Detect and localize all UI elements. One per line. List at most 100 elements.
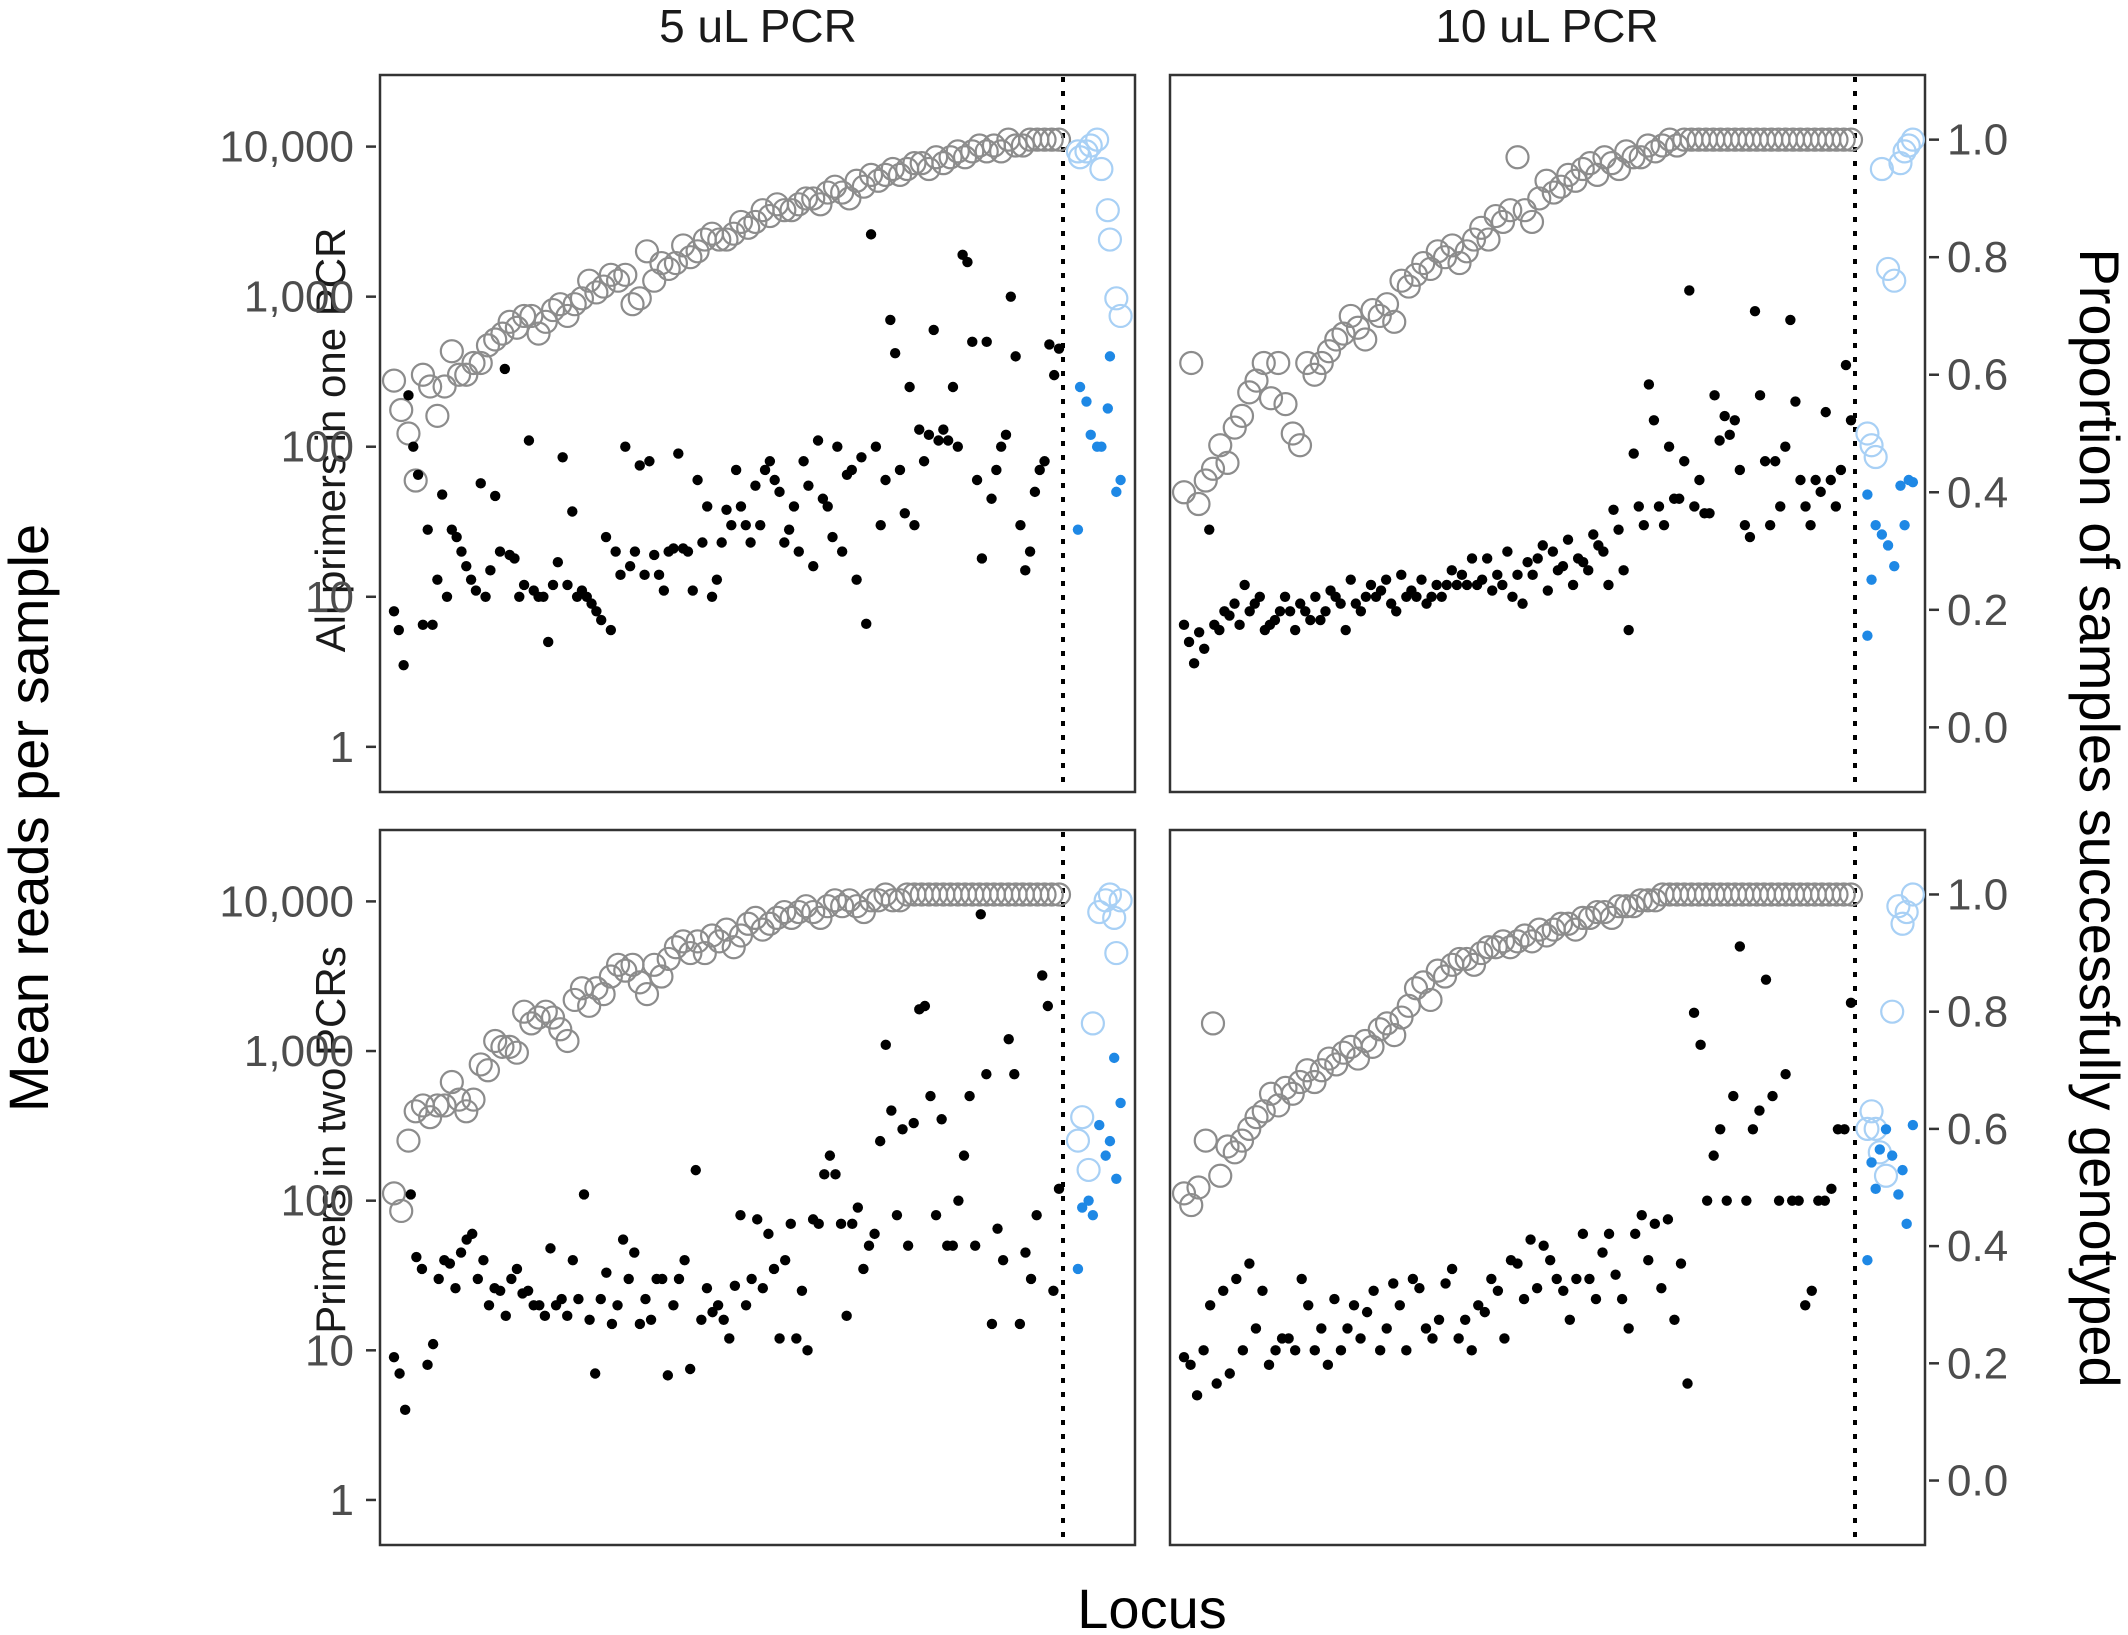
- proportion-point: [475, 1058, 501, 1083]
- y-left-tick-label: 100: [281, 423, 354, 472]
- reads-point: [1295, 598, 1306, 609]
- proportion-point: [895, 156, 920, 182]
- proportion-point: [1490, 209, 1516, 235]
- proportion-point: [1396, 993, 1421, 1018]
- reads-point: [923, 429, 935, 441]
- reads-point: [1289, 1345, 1301, 1356]
- reads-point: [1557, 560, 1569, 572]
- reads-point: [1350, 598, 1362, 609]
- reads-point-extra: [1874, 1144, 1886, 1155]
- reads-point-extra: [1087, 1209, 1099, 1221]
- proportion-point: [1200, 1011, 1226, 1036]
- reads-point: [967, 336, 978, 348]
- reads-point: [511, 1263, 523, 1275]
- reads-point: [1224, 610, 1235, 621]
- proportion-point: [1331, 1040, 1356, 1065]
- reads-point: [1734, 941, 1746, 952]
- proportion-point: [1454, 946, 1479, 972]
- reads-point: [556, 1293, 567, 1305]
- reads-point: [1825, 474, 1836, 486]
- reads-point: [1257, 1285, 1268, 1296]
- reads-point: [403, 390, 414, 401]
- reads-point: [1244, 1258, 1255, 1269]
- reads-point-extra: [1880, 1124, 1892, 1135]
- reads-point: [981, 1069, 992, 1080]
- proportion-point: [562, 292, 587, 317]
- proportion-point: [1527, 186, 1552, 211]
- proportion-point: [613, 262, 638, 287]
- reads-point: [1656, 1283, 1667, 1294]
- reads-point: [783, 524, 795, 535]
- reads-point: [952, 441, 964, 452]
- reads-point: [788, 501, 800, 512]
- panel-1-2: 0.0 0.2 0.4 0.6 0.8 1.0: [1168, 73, 2008, 794]
- proportion-point-extra: [1065, 1128, 1091, 1153]
- proportion-point: [736, 215, 761, 240]
- proportion-point: [1186, 491, 1211, 517]
- proportion-point: [1548, 174, 1574, 199]
- y-left-tick-label: 10: [305, 1326, 354, 1375]
- proportion-point: [1229, 1128, 1255, 1153]
- reads-point: [1335, 598, 1346, 609]
- reads-point: [1029, 486, 1041, 498]
- reads-point: [1178, 619, 1190, 631]
- proportion-point: [1585, 899, 1610, 925]
- reads-point: [1719, 410, 1730, 422]
- reads-point-extra: [1876, 529, 1888, 540]
- proportion-point: [1237, 1116, 1262, 1141]
- proportion-point: [497, 1034, 522, 1059]
- reads-point: [668, 543, 679, 554]
- reads-point-extra: [1862, 630, 1873, 641]
- reads-point: [1020, 1247, 1031, 1258]
- reads-point: [534, 1300, 545, 1311]
- proportion-point: [1831, 127, 1856, 152]
- reads-point: [1431, 579, 1442, 591]
- reads-point: [735, 501, 747, 512]
- reads-point: [1426, 591, 1437, 602]
- reads-point-extra: [1083, 1195, 1094, 1206]
- proportion-point: [1302, 362, 1327, 387]
- reads-point: [1481, 553, 1493, 564]
- reads-point: [1003, 1033, 1014, 1045]
- proportion-point-extra: [1108, 303, 1133, 329]
- reads-point: [726, 519, 737, 531]
- proportion-point: [1592, 145, 1617, 170]
- reads-point-extra: [1887, 1150, 1898, 1161]
- proportion-point-extra: [1080, 1011, 1105, 1036]
- proportion-point: [786, 899, 811, 925]
- proportion-point-extra: [1896, 133, 1921, 158]
- reads-point-extra: [1862, 489, 1873, 500]
- reads-point: [880, 1039, 891, 1051]
- panel-2-1: 1 10 100 1,000 10,000: [219, 828, 1137, 1547]
- reads-point: [925, 1090, 936, 1102]
- proportion-point: [569, 976, 595, 1001]
- reads-point-extra: [1115, 474, 1126, 486]
- reads-point: [1773, 1195, 1785, 1206]
- proportion-point: [1046, 882, 1072, 907]
- reads-point: [1466, 553, 1478, 564]
- proportion-point: [1251, 350, 1276, 376]
- proportion-point: [1440, 233, 1465, 258]
- reads-point: [1684, 285, 1695, 296]
- reads-point: [562, 1310, 573, 1322]
- proportion-point: [1353, 1028, 1378, 1054]
- proportion-point: [656, 256, 681, 282]
- proportion-point: [663, 250, 689, 276]
- proportion-point: [1360, 297, 1385, 323]
- reads-point: [1688, 1007, 1700, 1019]
- reads-point: [1845, 997, 1857, 1009]
- reads-point: [1734, 464, 1746, 476]
- proportion-point: [1418, 256, 1443, 282]
- proportion-point: [468, 350, 493, 376]
- reads-point: [499, 363, 511, 375]
- reads-point: [894, 464, 906, 476]
- proportion-point: [837, 186, 862, 211]
- reads-point: [567, 1255, 579, 1266]
- reads-point: [1618, 565, 1629, 576]
- reads-point: [886, 1105, 897, 1116]
- reads-point: [1300, 606, 1311, 617]
- proportion-point: [699, 221, 725, 246]
- proportion-point: [1490, 929, 1516, 954]
- reads-point: [1361, 1306, 1373, 1318]
- reads-point: [1542, 585, 1554, 596]
